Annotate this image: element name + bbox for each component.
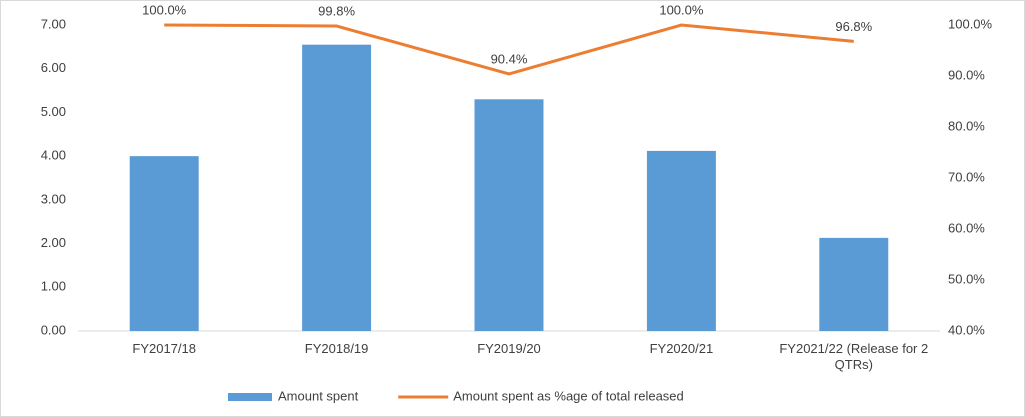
y-tick-label: 2.00: [41, 235, 66, 250]
bar: [129, 156, 199, 331]
x-tick-label: FY2019/20: [477, 341, 541, 356]
bar: [302, 44, 372, 332]
y-tick-label: 4.00: [41, 148, 66, 163]
y2-tick-label: 60.0%: [948, 220, 985, 235]
line: [164, 23, 854, 76]
legend-label: Amount spent: [278, 388, 359, 403]
y-tick-label: 0.00: [41, 322, 66, 337]
y-tick-label: 5.00: [41, 104, 66, 119]
y-tick-label: 6.00: [41, 60, 66, 75]
x-tick-label: FY2017/18: [132, 341, 196, 356]
data-label: 100.0%: [142, 2, 187, 17]
y-tick-label: 7.00: [41, 16, 66, 31]
x-tick-label: FY2020/21: [649, 341, 714, 356]
x-tick-label: FY2018/19: [304, 341, 369, 356]
y2-tick-label: 100.0%: [948, 16, 993, 31]
data-label: 100.0%: [659, 2, 704, 17]
y2-tick-label: 80.0%: [948, 118, 985, 133]
bar: [646, 150, 716, 331]
data-label: 90.4%: [491, 51, 528, 66]
bar: [819, 237, 889, 331]
y2-tick-label: 40.0%: [948, 322, 985, 337]
data-label: 96.8%: [835, 19, 872, 34]
legend-swatch: [228, 393, 272, 401]
y2-tick-label: 90.0%: [948, 67, 985, 82]
y2-tick-label: 50.0%: [948, 271, 985, 286]
x-tick-label: FY2021/22 (Release for 2 QTRs): [779, 341, 929, 372]
y-tick-label: 3.00: [41, 191, 66, 206]
data-label: 99.8%: [318, 3, 355, 18]
y2-tick-label: 70.0%: [948, 169, 985, 184]
legend-label: Amount spent as %age of total released: [453, 388, 684, 403]
bar: [474, 99, 544, 331]
y-tick-label: 1.00: [41, 279, 66, 294]
